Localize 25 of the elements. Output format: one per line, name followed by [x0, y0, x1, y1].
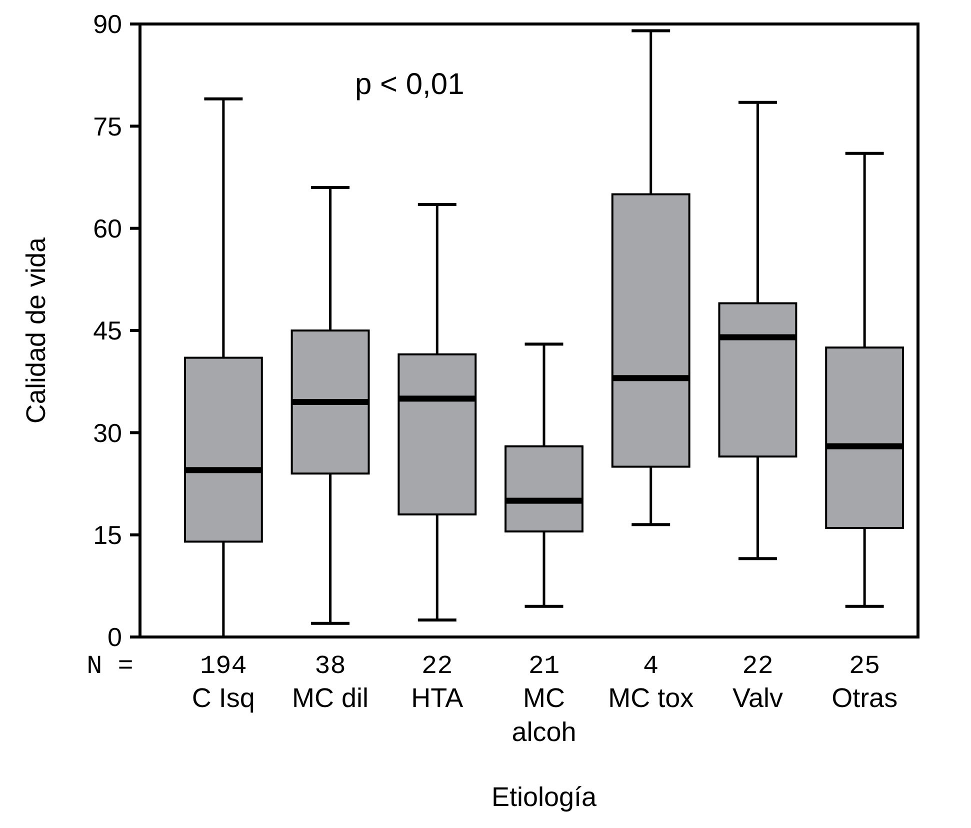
x-tick-label: C Isq [192, 683, 255, 713]
x-tick-label: MC tox [608, 683, 694, 713]
x-tick-label: Otras [832, 683, 898, 713]
text: 4 [643, 651, 659, 681]
x-tick-label: MC dil [292, 683, 369, 713]
text: 38 [314, 651, 346, 681]
x-axis-title: Etiología [491, 782, 598, 812]
annotation: p < 0,01 [355, 68, 464, 101]
y-tick-label: 75 [93, 111, 122, 142]
y-tick-label: 0 [108, 622, 122, 652]
y-tick-label: 30 [93, 418, 122, 448]
y-tick-label: 15 [93, 520, 122, 550]
x-tick-label: HTA [411, 683, 464, 713]
y-tick-label: 60 [93, 213, 122, 244]
text: N = [86, 651, 134, 681]
x-tick-label: MC alcoh [512, 683, 576, 747]
text: 22 [422, 651, 453, 681]
text: 194 [200, 651, 247, 681]
text: 21 [528, 651, 560, 681]
x-tick-label: Valv [732, 683, 784, 713]
text: 25 [848, 651, 880, 681]
y-axis-title: Calidad de vida [21, 236, 51, 424]
y-tick-label: 45 [93, 316, 122, 346]
y-tick-label: 90 [93, 9, 122, 40]
text: 22 [742, 651, 774, 681]
